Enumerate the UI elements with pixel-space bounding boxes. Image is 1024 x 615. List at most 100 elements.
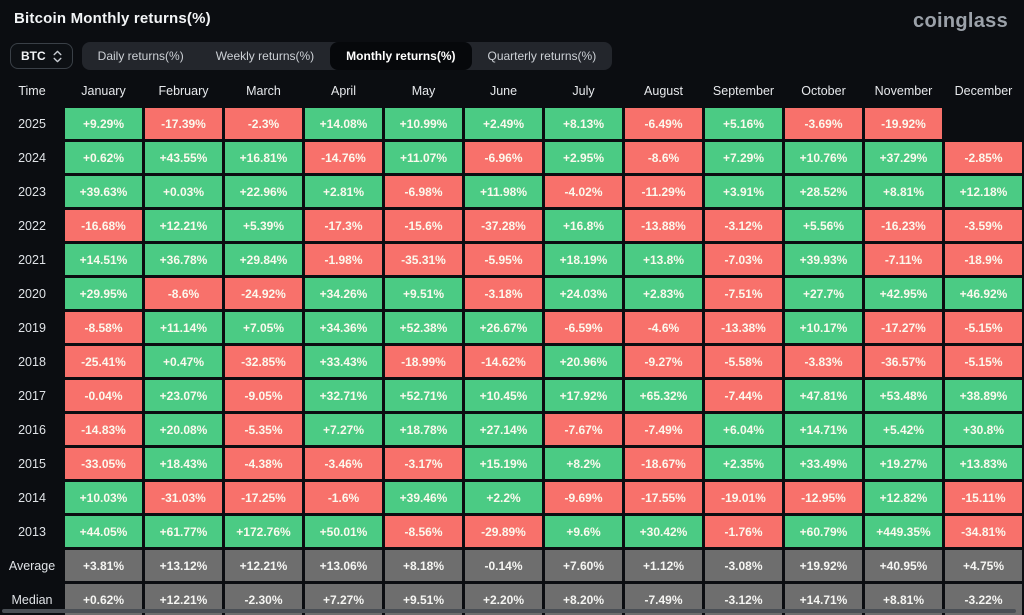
- return-cell: -15.11%: [945, 482, 1022, 513]
- return-cell: +65.32%: [625, 380, 702, 411]
- row-label: 2023: [18, 184, 46, 199]
- return-cell: +38.89%: [945, 380, 1022, 411]
- return-cell: +7.05%: [225, 312, 302, 343]
- return-cell: -8.56%: [385, 516, 462, 547]
- return-cell: -5.15%: [945, 312, 1022, 343]
- return-cell: -9.05%: [225, 380, 302, 411]
- return-cell: -7.03%: [705, 244, 782, 275]
- row-label: 2015: [18, 456, 46, 471]
- return-cell: +1.12%: [625, 550, 702, 581]
- row-label: 2025: [18, 116, 46, 131]
- return-cell: -29.89%: [465, 516, 542, 547]
- return-cell: -3.12%: [705, 210, 782, 241]
- return-cell: +2.35%: [705, 448, 782, 479]
- return-cell: -0.04%: [65, 380, 142, 411]
- return-cell: +10.99%: [385, 108, 462, 139]
- return-cell: -5.58%: [705, 346, 782, 377]
- return-cell: +33.43%: [305, 346, 382, 377]
- return-cell: +28.52%: [785, 176, 862, 207]
- return-cell: +29.95%: [65, 278, 142, 309]
- return-cell: +172.76%: [225, 516, 302, 547]
- row-label: Average: [8, 558, 56, 573]
- row-label: Median: [11, 592, 53, 607]
- return-cell: -4.02%: [545, 176, 622, 207]
- return-cell: +9.51%: [385, 278, 462, 309]
- return-cell: +3.81%: [65, 550, 142, 581]
- return-cell: +12.21%: [145, 210, 222, 241]
- return-cell: -4.38%: [225, 448, 302, 479]
- return-cell: -3.08%: [705, 550, 782, 581]
- return-cell: +26.67%: [465, 312, 542, 343]
- return-cell: -16.68%: [65, 210, 142, 241]
- return-cell: +39.93%: [785, 244, 862, 275]
- tab-daily-returns[interactable]: Daily returns(%): [97, 49, 184, 63]
- title-bar: Bitcoin Monthly returns(%) coinglass: [0, 0, 1024, 33]
- return-cell: -17.39%: [145, 108, 222, 139]
- return-cell: -9.27%: [625, 346, 702, 377]
- return-cell: +2.83%: [625, 278, 702, 309]
- row-label: 2020: [18, 286, 46, 301]
- return-cell: +46.92%: [945, 278, 1022, 309]
- return-cell: -9.69%: [545, 482, 622, 513]
- row-label: 2018: [18, 354, 46, 369]
- return-cell: -14.62%: [465, 346, 542, 377]
- return-cell: -13.88%: [625, 210, 702, 241]
- return-cell: +6.04%: [705, 414, 782, 445]
- return-cell: +13.8%: [625, 244, 702, 275]
- return-cell: -18.99%: [385, 346, 462, 377]
- return-cell: -7.44%: [705, 380, 782, 411]
- return-cell: -18.67%: [625, 448, 702, 479]
- return-cell: +40.95%: [865, 550, 942, 581]
- tab-quarterly-returns[interactable]: Quarterly returns(%): [487, 49, 597, 63]
- return-cell: +11.07%: [385, 142, 462, 173]
- return-cell: +12.18%: [945, 176, 1022, 207]
- return-cell: -37.28%: [465, 210, 542, 241]
- coinglass-logo: coinglass: [913, 10, 1008, 32]
- return-cell: +19.27%: [865, 448, 942, 479]
- return-cell: +34.36%: [305, 312, 382, 343]
- return-cell: +2.49%: [465, 108, 542, 139]
- return-cell: +14.71%: [785, 414, 862, 445]
- return-cell: -32.85%: [225, 346, 302, 377]
- month-column-header: May: [411, 84, 436, 98]
- return-cell: +15.19%: [465, 448, 542, 479]
- month-column-header: July: [572, 84, 595, 98]
- month-column-header: October: [801, 84, 846, 98]
- return-cell: -36.57%: [865, 346, 942, 377]
- horizontal-scrollbar[interactable]: [0, 609, 1024, 614]
- return-cell: -2.3%: [225, 108, 302, 139]
- return-cell: -14.76%: [305, 142, 382, 173]
- return-cell: +5.56%: [785, 210, 862, 241]
- row-label: 2021: [18, 252, 46, 267]
- return-cell: +8.2%: [545, 448, 622, 479]
- return-cell: +24.03%: [545, 278, 622, 309]
- return-cell: +27.7%: [785, 278, 862, 309]
- row-label: 2022: [18, 218, 46, 233]
- tab-weekly-returns[interactable]: Weekly returns(%): [215, 49, 315, 63]
- table-body: 2025 +9.29% -17.39% -2.3% +14.08% +10.99% +2.4…: [2, 108, 1022, 615]
- return-cell: +37.29%: [865, 142, 942, 173]
- return-cell: -17.55%: [625, 482, 702, 513]
- return-cell: -11.29%: [625, 176, 702, 207]
- scrollbar-thumb[interactable]: [2, 609, 1016, 613]
- return-cell: -15.6%: [385, 210, 462, 241]
- return-cell: -14.83%: [65, 414, 142, 445]
- return-cell: +12.82%: [865, 482, 942, 513]
- return-cell: +61.77%: [145, 516, 222, 547]
- return-cell: -0.14%: [465, 550, 542, 581]
- month-column-header: January: [81, 84, 126, 98]
- return-cell: +34.26%: [305, 278, 382, 309]
- symbol-selector[interactable]: BTC: [10, 43, 73, 69]
- return-cell: +5.39%: [225, 210, 302, 241]
- return-cell: -19.01%: [705, 482, 782, 513]
- return-cell: -6.96%: [465, 142, 542, 173]
- month-column-header: February: [158, 84, 209, 98]
- tab-monthly-returns[interactable]: Monthly returns(%): [330, 42, 472, 70]
- returns-period-tabs: Daily returns(%) Weekly returns(%) Monthly…: [81, 42, 613, 70]
- return-cell: +16.8%: [545, 210, 622, 241]
- return-cell: -1.98%: [305, 244, 382, 275]
- return-cell: +47.81%: [785, 380, 862, 411]
- month-column-header: September: [712, 84, 775, 98]
- return-cell: -3.18%: [465, 278, 542, 309]
- month-column-header: August: [644, 84, 683, 98]
